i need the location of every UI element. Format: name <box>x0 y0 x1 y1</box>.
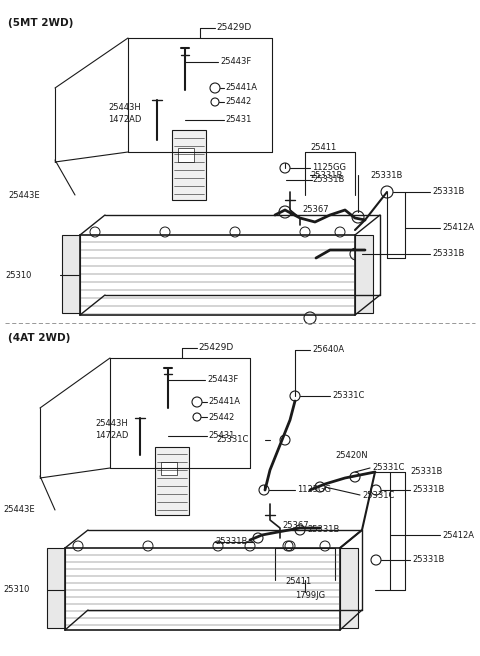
Text: 1799JG: 1799JG <box>295 592 325 600</box>
Text: 25331B: 25331B <box>432 188 464 197</box>
Text: 25429D: 25429D <box>216 24 251 33</box>
Text: 25331B: 25331B <box>412 485 444 495</box>
Text: 25331B: 25331B <box>310 171 342 180</box>
Text: 25411: 25411 <box>310 144 336 152</box>
Text: 25331C: 25331C <box>332 392 364 401</box>
Text: 25442: 25442 <box>208 413 234 422</box>
Text: 25441A: 25441A <box>225 83 257 92</box>
Text: 25443F: 25443F <box>207 375 238 384</box>
Text: 25310: 25310 <box>5 270 31 279</box>
Text: 25331C: 25331C <box>216 436 248 445</box>
Text: 25331B: 25331B <box>412 556 444 565</box>
Text: 25331B: 25331B <box>215 537 247 546</box>
Text: 25331C: 25331C <box>372 464 404 472</box>
Bar <box>340 548 358 628</box>
Text: 25443H: 25443H <box>108 104 141 112</box>
Bar <box>155 447 189 515</box>
Text: 1472AD: 1472AD <box>95 432 128 440</box>
Text: 25420N: 25420N <box>335 451 368 459</box>
Text: 25331B: 25331B <box>370 171 402 180</box>
Text: 25331B: 25331B <box>312 176 344 184</box>
Text: 25442: 25442 <box>225 98 251 106</box>
Text: 25367: 25367 <box>302 205 329 215</box>
Text: 25331B: 25331B <box>307 525 339 535</box>
Text: 25443F: 25443F <box>220 58 251 66</box>
Text: 1125GG: 1125GG <box>297 485 331 495</box>
Text: 25367: 25367 <box>282 520 309 529</box>
Text: 25331C: 25331C <box>362 491 395 499</box>
Text: 25441A: 25441A <box>208 398 240 407</box>
Text: 25412A: 25412A <box>442 224 474 232</box>
Text: (4AT 2WD): (4AT 2WD) <box>8 333 71 343</box>
Text: 25431: 25431 <box>225 115 252 125</box>
Text: 25443E: 25443E <box>3 506 35 514</box>
Bar <box>355 235 373 313</box>
Text: 25429D: 25429D <box>198 344 233 352</box>
Text: 25331B: 25331B <box>410 468 443 476</box>
Text: 1125GG: 1125GG <box>312 163 346 173</box>
Text: 25443H: 25443H <box>95 419 128 428</box>
Text: 25310: 25310 <box>3 586 29 594</box>
Text: 25411: 25411 <box>285 577 311 586</box>
Bar <box>62 235 80 313</box>
Bar <box>178 148 194 162</box>
Bar <box>47 548 65 628</box>
Text: 25412A: 25412A <box>442 531 474 539</box>
Text: 1472AD: 1472AD <box>108 115 142 125</box>
Text: 25443E: 25443E <box>8 190 40 199</box>
Text: 25431: 25431 <box>208 432 234 440</box>
Bar <box>172 130 206 200</box>
Text: 25640A: 25640A <box>312 346 344 354</box>
Text: 25331B: 25331B <box>432 249 464 258</box>
Text: (5MT 2WD): (5MT 2WD) <box>8 18 73 28</box>
Bar <box>161 462 177 475</box>
